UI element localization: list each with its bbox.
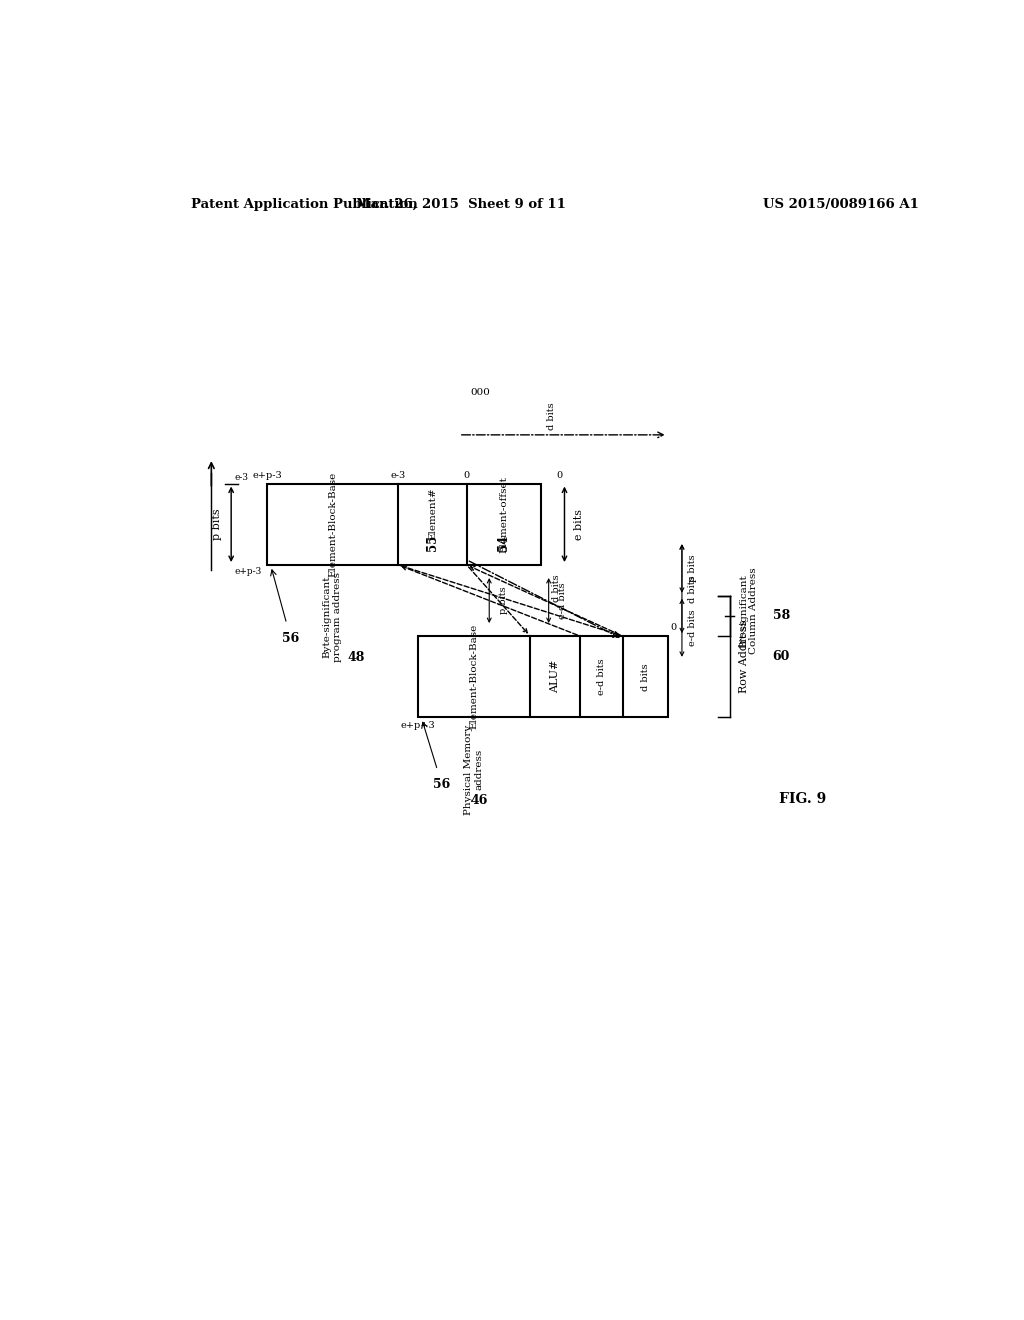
Text: Patent Application Publication: Patent Application Publication — [191, 198, 418, 211]
Text: e-3: e-3 — [391, 471, 406, 479]
Text: e-d bits: e-d bits — [558, 582, 567, 619]
Text: d bits: d bits — [641, 663, 649, 690]
Text: 0: 0 — [464, 471, 470, 479]
Text: 46: 46 — [470, 793, 487, 807]
Text: p bits: p bits — [688, 554, 697, 582]
Text: e+p-3: e+p-3 — [252, 471, 282, 479]
Text: d bits: d bits — [552, 574, 561, 602]
Text: Physical Memory
address: Physical Memory address — [464, 725, 483, 814]
Text: d bits: d bits — [688, 576, 697, 602]
Text: p bits: p bits — [499, 586, 508, 614]
Text: 56: 56 — [433, 779, 451, 792]
Text: Element#: Element# — [428, 488, 437, 540]
Text: 60: 60 — [772, 649, 790, 663]
Bar — [418, 636, 668, 718]
Text: 54: 54 — [498, 535, 510, 550]
Text: e+p+3: e+p+3 — [400, 722, 435, 730]
Text: Bit-significant
Column Address: Bit-significant Column Address — [739, 568, 759, 655]
Text: e-d bits: e-d bits — [597, 659, 606, 696]
Text: Mar. 26, 2015  Sheet 9 of 11: Mar. 26, 2015 Sheet 9 of 11 — [356, 198, 566, 211]
Text: 55: 55 — [426, 535, 439, 550]
Text: e-3: e-3 — [234, 473, 249, 482]
Text: FIG. 9: FIG. 9 — [778, 792, 826, 805]
Text: 56: 56 — [282, 632, 299, 645]
Text: 48: 48 — [347, 651, 365, 664]
Text: e-d bits: e-d bits — [688, 610, 697, 645]
Text: ALU#: ALU# — [550, 660, 560, 693]
Text: Element-Block-Base: Element-Block-Base — [328, 471, 337, 577]
Text: Element-offset: Element-offset — [500, 475, 508, 553]
Text: e bits: e bits — [574, 508, 584, 540]
Text: Byte-significant
program address: Byte-significant program address — [323, 572, 342, 663]
Text: Row Address: Row Address — [739, 620, 750, 693]
Text: p bits: p bits — [212, 508, 221, 540]
Text: 58: 58 — [772, 610, 790, 623]
Text: e+p-3: e+p-3 — [234, 568, 261, 576]
Bar — [267, 483, 541, 565]
Text: d bits: d bits — [547, 403, 556, 430]
Text: 0: 0 — [557, 471, 563, 479]
Text: Element-Block-Base: Element-Block-Base — [469, 624, 478, 730]
Text: US 2015/0089166 A1: US 2015/0089166 A1 — [763, 198, 919, 211]
Text: 0: 0 — [671, 623, 677, 632]
Text: 000: 000 — [471, 388, 490, 397]
